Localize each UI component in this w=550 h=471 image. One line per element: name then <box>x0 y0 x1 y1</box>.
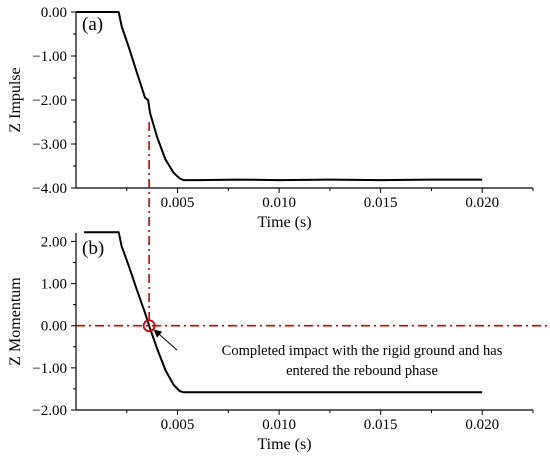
series-line <box>84 231 483 394</box>
annotation-arrow <box>153 329 178 351</box>
x-tick-label: 0.005 <box>161 417 195 433</box>
annotation-text-line: Completed impact with the rigid ground a… <box>222 343 503 359</box>
x-tick-label: 0.015 <box>364 195 398 211</box>
y-tick-label: −2.00 <box>32 403 67 419</box>
y-tick-label: 2.00 <box>41 234 67 250</box>
panel-tag: (a) <box>82 14 103 35</box>
impact-point-marker <box>142 319 156 333</box>
y-tick-label: −2.00 <box>32 93 67 109</box>
y-tick-label: −1.00 <box>32 361 67 377</box>
x-tick-label: 0.010 <box>262 417 296 433</box>
y-axis-label: Z Impulse <box>7 67 24 132</box>
y-tick-label: −3.00 <box>32 137 67 153</box>
y-tick-label: 0.00 <box>41 319 67 335</box>
x-tick-label: 0.020 <box>465 417 499 433</box>
panel-tag: (b) <box>82 238 104 259</box>
x-axis-label: Time (s) <box>257 214 311 231</box>
y-tick-label: −4.00 <box>32 181 67 197</box>
annotation: Completed impact with the rigid ground a… <box>142 319 503 379</box>
y-tick-label: 0.00 <box>41 5 67 21</box>
x-tick-label: 0.005 <box>161 195 195 211</box>
x-tick-label: 0.010 <box>262 195 296 211</box>
x-axis-label: Time (s) <box>257 436 311 453</box>
x-tick-label: 0.020 <box>465 195 499 211</box>
x-tick-label: 0.015 <box>364 417 398 433</box>
y-tick-label: −1.00 <box>32 49 67 65</box>
y-axis-label: Z Momentum <box>7 277 24 366</box>
y-tick-label: 1.00 <box>41 277 67 293</box>
annotation-text-line: entered the rebound phase <box>286 363 438 379</box>
panel-b: 0.005 0.010 0.015 0.020 2.00 1.00 0.00 −1.00 −2.… <box>7 231 548 453</box>
series-line <box>76 11 483 182</box>
panel-a: 0.005 0.010 0.015 0.020 0.00 −1.00 −2.00 −3.00 −… <box>7 5 534 231</box>
